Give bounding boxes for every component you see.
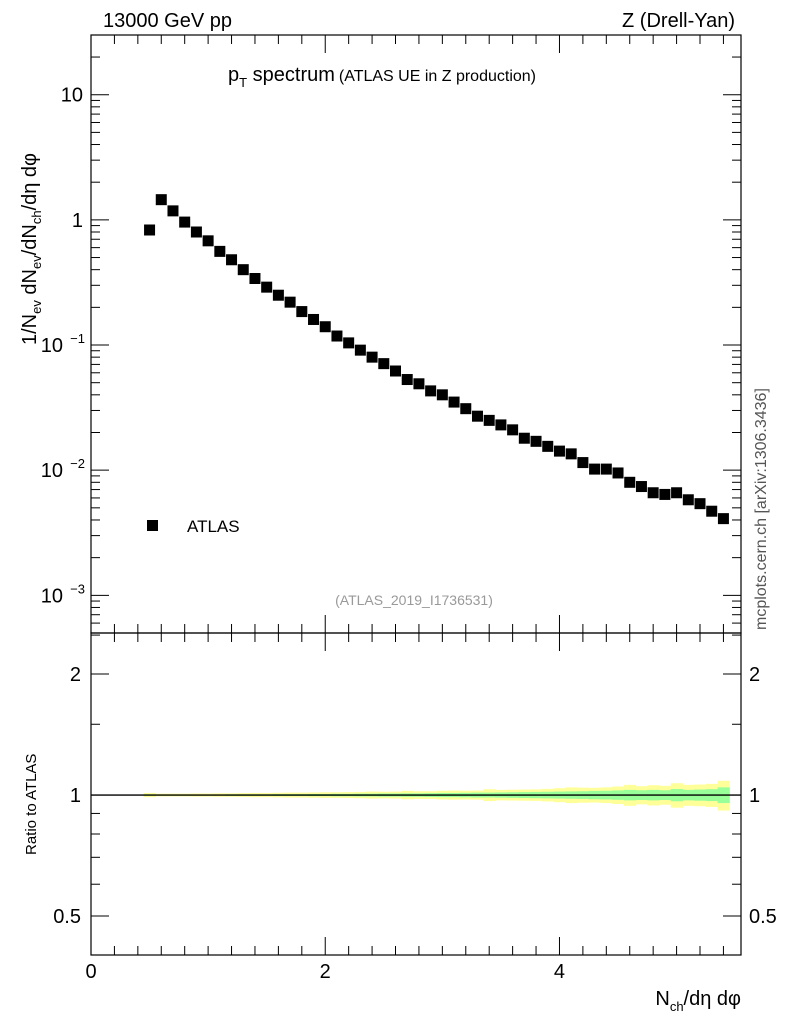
- data-point: [401, 374, 413, 386]
- y-tick-label-exponent: −3: [70, 581, 85, 596]
- data-point: [483, 414, 495, 426]
- ratio-frame: [90, 632, 742, 956]
- data-point: [155, 194, 167, 206]
- data-point: [237, 264, 249, 276]
- data-point: [518, 432, 530, 444]
- x-axis-label: Nch/dη dφ: [655, 988, 741, 1014]
- data-point: [214, 245, 226, 257]
- ratio-y-tick-label-right: 1: [749, 785, 760, 807]
- data-point: [425, 385, 437, 397]
- data-point: [390, 365, 402, 377]
- data-point: [249, 273, 261, 285]
- ratio-y-tick-label: 1: [70, 785, 81, 807]
- data-point: [413, 378, 425, 390]
- ratio-y-axis-label: Ratio to ATLAS: [23, 754, 40, 855]
- data-point: [436, 389, 448, 401]
- data-point: [694, 498, 706, 510]
- x-tick-label: 2: [320, 961, 331, 983]
- data-point: [577, 457, 589, 469]
- data-point: [706, 505, 718, 517]
- data-point: [190, 226, 202, 238]
- ratio-y-tick-label: 0.5: [53, 906, 81, 928]
- data-point: [296, 306, 308, 318]
- data-point: [460, 403, 472, 415]
- ratio-y-tick-label: 2: [70, 664, 81, 686]
- data-point: [179, 216, 191, 228]
- header-left: 13000 GeV pp: [103, 10, 232, 32]
- data-point: [226, 254, 238, 266]
- data-point: [284, 296, 296, 308]
- y-tick-label-exponent: −1: [70, 331, 85, 346]
- x-tick-label: 4: [554, 961, 565, 983]
- data-point: [202, 235, 214, 247]
- ratio-panel: 2 2 1 1 0.5 0.5 0 2 4: [53, 632, 777, 983]
- y-tick-label: 1: [72, 210, 83, 232]
- ratio-y-tick-label-right: 0.5: [749, 906, 777, 928]
- ratio-y-tick-label-right: 2: [749, 664, 760, 686]
- y-tick-label: 10: [61, 85, 83, 107]
- data-point: [308, 313, 320, 325]
- data-point: [717, 513, 729, 525]
- main-y-axis-label: 1/Nev dNev/dNch/dη dφ: [19, 153, 44, 345]
- y-tick-label: 10: [41, 335, 63, 357]
- data-point: [589, 463, 601, 475]
- data-point: [624, 476, 636, 488]
- data-point: [507, 424, 519, 436]
- data-point: [471, 410, 483, 422]
- data-point: [612, 467, 624, 479]
- legend-label-atlas: ATLAS: [187, 517, 240, 536]
- data-point: [553, 445, 565, 457]
- data-point: [343, 337, 355, 349]
- data-point: [331, 330, 343, 342]
- side-watermark: mcplots.cern.ch [arXiv:1306.3436]: [753, 388, 770, 630]
- y-tick-label-exponent: −2: [70, 456, 85, 471]
- legend-marker: [147, 520, 158, 531]
- data-point: [261, 281, 273, 293]
- data-point: [635, 481, 647, 493]
- y-tick-label: 10: [41, 585, 63, 607]
- data-point: [647, 487, 659, 499]
- data-point: [167, 205, 179, 217]
- data-point: [319, 321, 331, 333]
- data-point: [378, 358, 390, 370]
- data-point: [530, 435, 542, 447]
- data-point: [366, 351, 378, 363]
- data-point: [354, 344, 366, 356]
- y-tick-label: 10: [41, 460, 63, 482]
- header-right: Z (Drell-Yan): [622, 10, 735, 32]
- main-panel: 10 1 10 −1 10 −2 10 −3: [41, 34, 742, 634]
- data-point: [272, 289, 284, 301]
- data-point: [565, 448, 577, 460]
- chart-title: pT spectrum (ATLAS UE in Z production): [228, 64, 536, 90]
- x-tick-label: 0: [85, 961, 96, 983]
- data-point: [144, 224, 156, 236]
- data-point: [682, 494, 694, 506]
- analysis-annotation: (ATLAS_2019_I1736531): [335, 592, 493, 608]
- data-point: [671, 487, 683, 499]
- data-point: [600, 463, 612, 475]
- data-point: [542, 440, 554, 452]
- data-point: [495, 419, 507, 431]
- main-frame: [90, 34, 742, 634]
- data-point: [448, 396, 460, 408]
- data-point: [659, 488, 671, 500]
